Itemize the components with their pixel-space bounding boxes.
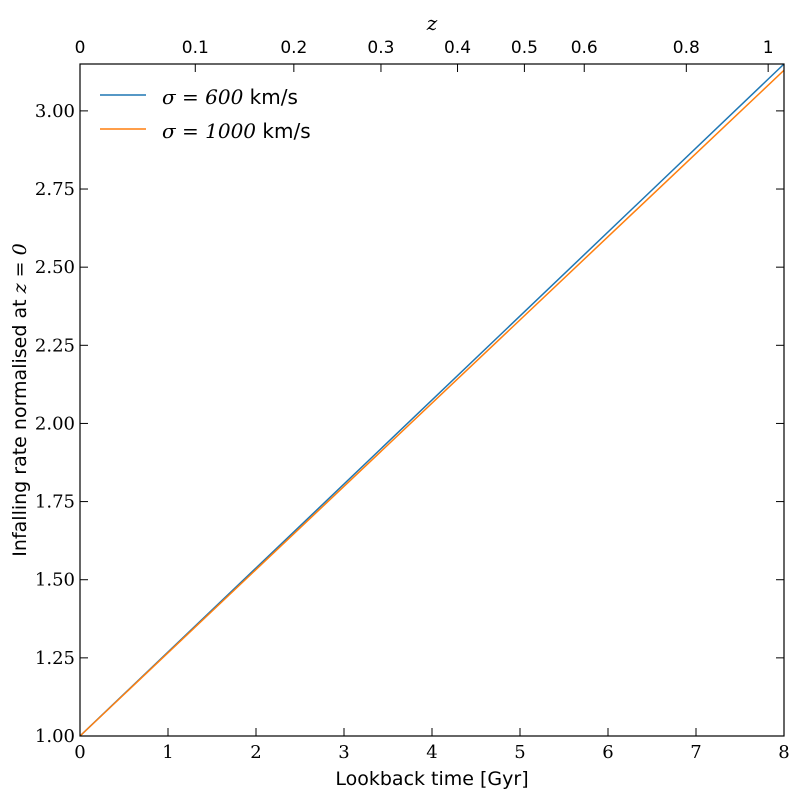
x-tick-label: 5 — [514, 742, 525, 763]
legend-label-600: σ = 600 km/s — [162, 85, 298, 109]
x-tick-label: 8 — [778, 742, 789, 763]
top-tick-label: 0 — [75, 38, 86, 58]
y-tick-label: 1.25 — [35, 648, 75, 669]
top-tick-label: 0.3 — [367, 38, 394, 58]
y-axis-label: Infalling rate normalised at z = 0 — [9, 243, 31, 556]
series-lines — [79, 63, 785, 737]
legend-label-600-unit: km/s — [243, 85, 298, 109]
top-tick-label: 0.1 — [182, 38, 209, 58]
x-tick-label: 6 — [602, 742, 613, 763]
plot-frame — [79, 63, 785, 737]
top-tick-label: 1 — [763, 38, 774, 58]
x-tick-label: 0 — [74, 742, 85, 763]
y-tick-label: 2.50 — [35, 257, 75, 278]
y-tick-label: 3.00 — [35, 101, 75, 122]
x-tick-label: 1 — [162, 742, 173, 763]
x-tick-label: 2 — [250, 742, 261, 763]
y-axis-label-math: z = 0 — [9, 243, 31, 294]
y-tick-label: 1.00 — [35, 726, 75, 747]
y-tick-label: 2.00 — [35, 413, 75, 434]
legend-label-600-math: σ = 600 — [162, 85, 244, 109]
x-axis-label: Lookback time [Gyr] — [335, 768, 528, 790]
series-line-1000 — [79, 69, 785, 737]
y-tick-label: 1.75 — [35, 492, 75, 513]
legend: σ = 600 km/s σ = 1000 km/s — [100, 85, 311, 143]
axis-ticks: 0 1 2 3 4 5 6 7 8 1.00 1.25 1.50 1.75 2.00 2.25 2.50 2.7… — [35, 38, 790, 763]
top-axis-label: z — [426, 11, 438, 35]
legend-label-1000: σ = 1000 km/s — [162, 119, 311, 143]
y-tick-label: 2.75 — [35, 179, 75, 200]
y-tick-label: 2.25 — [35, 335, 75, 356]
top-tick-label: 0.5 — [511, 38, 538, 58]
top-tick-label: 0.6 — [571, 38, 598, 58]
x-tick-label: 4 — [426, 742, 437, 763]
x-tick-label: 7 — [690, 742, 701, 763]
legend-label-1000-math: σ = 1000 — [162, 119, 256, 143]
x-tick-label: 3 — [338, 742, 349, 763]
y-axis-label-text: Infalling rate normalised at — [9, 293, 31, 556]
y-tick-label: 1.50 — [35, 570, 75, 591]
series-line-600 — [79, 63, 785, 737]
legend-label-1000-unit: km/s — [256, 119, 311, 143]
top-tick-label: 0.2 — [280, 38, 307, 58]
top-tick-label: 0.4 — [444, 38, 471, 58]
top-tick-label: 0.8 — [673, 38, 700, 58]
